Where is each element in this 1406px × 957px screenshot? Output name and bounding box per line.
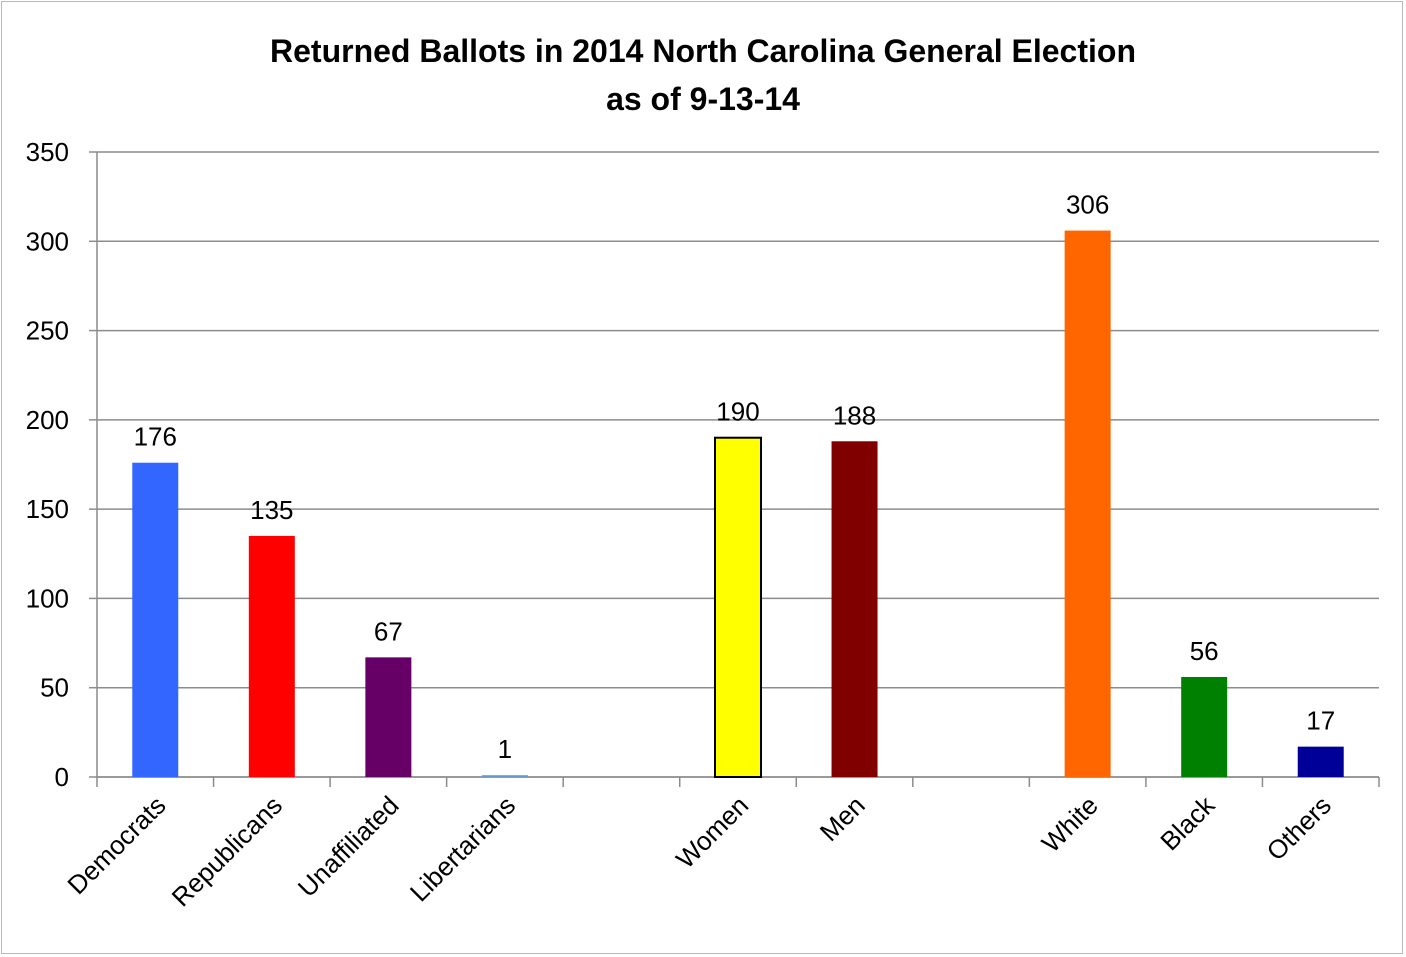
data-label-unaffiliated: 67 [374,616,403,646]
y-tick-label: 200 [26,405,69,435]
category-label-others: Others [1261,790,1337,866]
data-label-democrats: 176 [134,422,177,452]
category-label-white: White [1036,790,1104,858]
category-label-democrats: Democrats [61,790,171,900]
bar-democrats [132,462,179,777]
bar-unaffiliated [365,657,412,777]
bar-white [1064,230,1111,778]
category-label-libertarians: Libertarians [404,790,521,907]
y-tick-label: 300 [26,226,69,256]
data-label-others: 17 [1306,706,1335,736]
y-tick-label: 350 [26,137,69,167]
data-label-women: 190 [716,397,759,427]
bar-men [831,441,878,777]
category-label-unaffiliated: Unaffiliated [292,790,405,903]
y-tick-label: 150 [26,494,69,524]
data-label-men: 188 [833,400,876,430]
bar-others [1297,746,1344,777]
y-tick-label: 250 [26,316,69,346]
data-label-white: 306 [1066,190,1109,220]
chart-title: Returned Ballots in 2014 North Carolina … [270,33,1136,69]
y-tick-label: 100 [26,583,69,613]
category-label-women: Women [670,790,754,874]
axes: 0 50 100 150 200 250 300 350 [26,137,1380,792]
bar-libertarians [481,775,528,777]
y-tick-label: 0 [55,762,69,792]
category-label-republicans: Republicans [166,790,288,912]
data-label-black: 56 [1190,636,1219,666]
data-label-libertarians: 1 [498,734,512,764]
y-tick-label: 50 [40,673,69,703]
category-label-black: Black [1154,789,1221,856]
bar-republicans [248,535,295,777]
chart-subtitle: as of 9-13-14 [606,81,800,117]
bar-black [1181,677,1228,777]
bar-women [714,436,762,778]
bars [132,230,1344,778]
data-label-republicans: 135 [250,495,293,525]
category-label-men: Men [814,790,871,847]
